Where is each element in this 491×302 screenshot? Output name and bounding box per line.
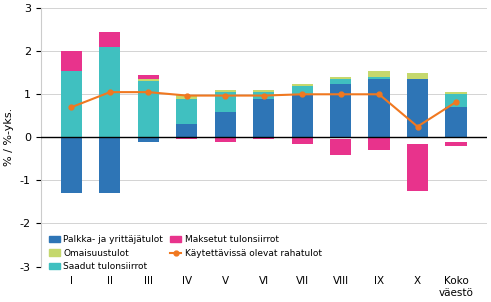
Bar [215, 111, 236, 137]
Bar [176, 124, 197, 137]
Bar [330, 140, 351, 142]
Bar [99, 47, 120, 137]
Bar [292, 137, 313, 144]
Bar [138, 75, 159, 79]
Bar [407, 144, 428, 150]
Bar [445, 94, 466, 107]
Bar [407, 73, 428, 79]
Bar [138, 81, 159, 137]
Bar [215, 90, 236, 92]
Bar [61, 71, 82, 137]
Bar [445, 92, 466, 94]
Bar [61, 51, 82, 71]
Bar [292, 84, 313, 86]
Bar [176, 95, 197, 98]
Bar [253, 92, 274, 98]
Bar [330, 140, 351, 155]
Bar [368, 79, 390, 137]
Bar [176, 98, 197, 124]
Bar [445, 142, 466, 146]
Bar [407, 144, 428, 191]
Bar [99, 137, 120, 193]
Legend: Palkka- ja yrittäjätulot, Omaisuustulot, Saadut tulonsiirrot, Maksetut tulonsiir: Palkka- ja yrittäjätulot, Omaisuustulot,… [45, 232, 326, 275]
Bar [292, 86, 313, 94]
Bar [330, 84, 351, 137]
Bar [407, 79, 428, 137]
Bar [368, 77, 390, 79]
Bar [61, 137, 82, 193]
Bar [445, 142, 466, 146]
Bar [330, 79, 351, 84]
Y-axis label: % / %-yks.: % / %-yks. [4, 108, 14, 166]
Bar [253, 90, 274, 92]
Bar [330, 77, 351, 79]
Bar [368, 71, 390, 77]
Bar [176, 137, 197, 140]
Bar [292, 94, 313, 137]
Bar [253, 98, 274, 137]
Bar [99, 32, 120, 47]
Bar [215, 92, 236, 111]
Bar [253, 137, 274, 140]
Bar [138, 137, 159, 142]
Bar [138, 79, 159, 81]
Bar [445, 107, 466, 137]
Bar [215, 137, 236, 142]
Bar [368, 137, 390, 150]
